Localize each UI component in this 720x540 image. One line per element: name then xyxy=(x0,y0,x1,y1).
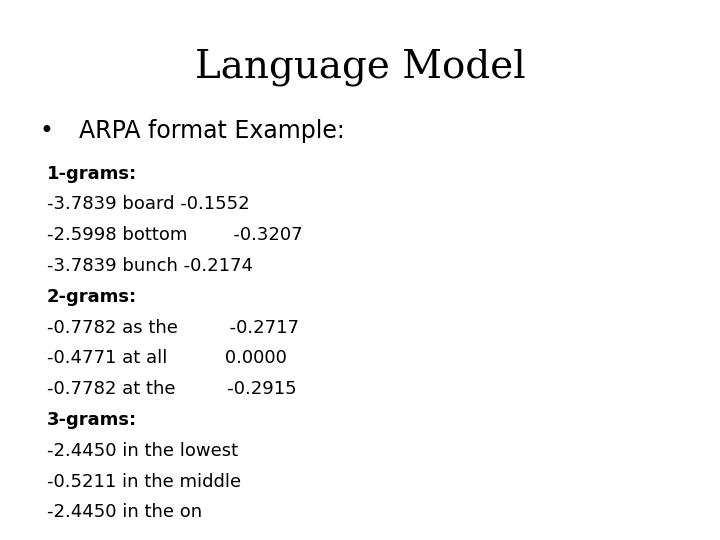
Text: ARPA format Example:: ARPA format Example: xyxy=(79,119,345,143)
Text: -2.4450 in the on: -2.4450 in the on xyxy=(47,503,202,521)
Text: -0.7782 as the         -0.2717: -0.7782 as the -0.2717 xyxy=(47,319,299,336)
Text: •: • xyxy=(40,119,53,143)
Text: 1-grams:: 1-grams: xyxy=(47,165,137,183)
Text: -0.4771 at all          0.0000: -0.4771 at all 0.0000 xyxy=(47,349,287,367)
Text: -3.7839 bunch -0.2174: -3.7839 bunch -0.2174 xyxy=(47,257,253,275)
Text: 2-grams:: 2-grams: xyxy=(47,288,137,306)
Text: -2.4450 in the lowest: -2.4450 in the lowest xyxy=(47,442,238,460)
Text: -0.7782 at the         -0.2915: -0.7782 at the -0.2915 xyxy=(47,380,297,398)
Text: -2.5998 bottom        -0.3207: -2.5998 bottom -0.3207 xyxy=(47,226,302,244)
Text: Language Model: Language Model xyxy=(194,49,526,86)
Text: -0.5211 in the middle: -0.5211 in the middle xyxy=(47,472,241,490)
Text: 3-grams:: 3-grams: xyxy=(47,411,137,429)
Text: -3.7839 board -0.1552: -3.7839 board -0.1552 xyxy=(47,195,249,213)
